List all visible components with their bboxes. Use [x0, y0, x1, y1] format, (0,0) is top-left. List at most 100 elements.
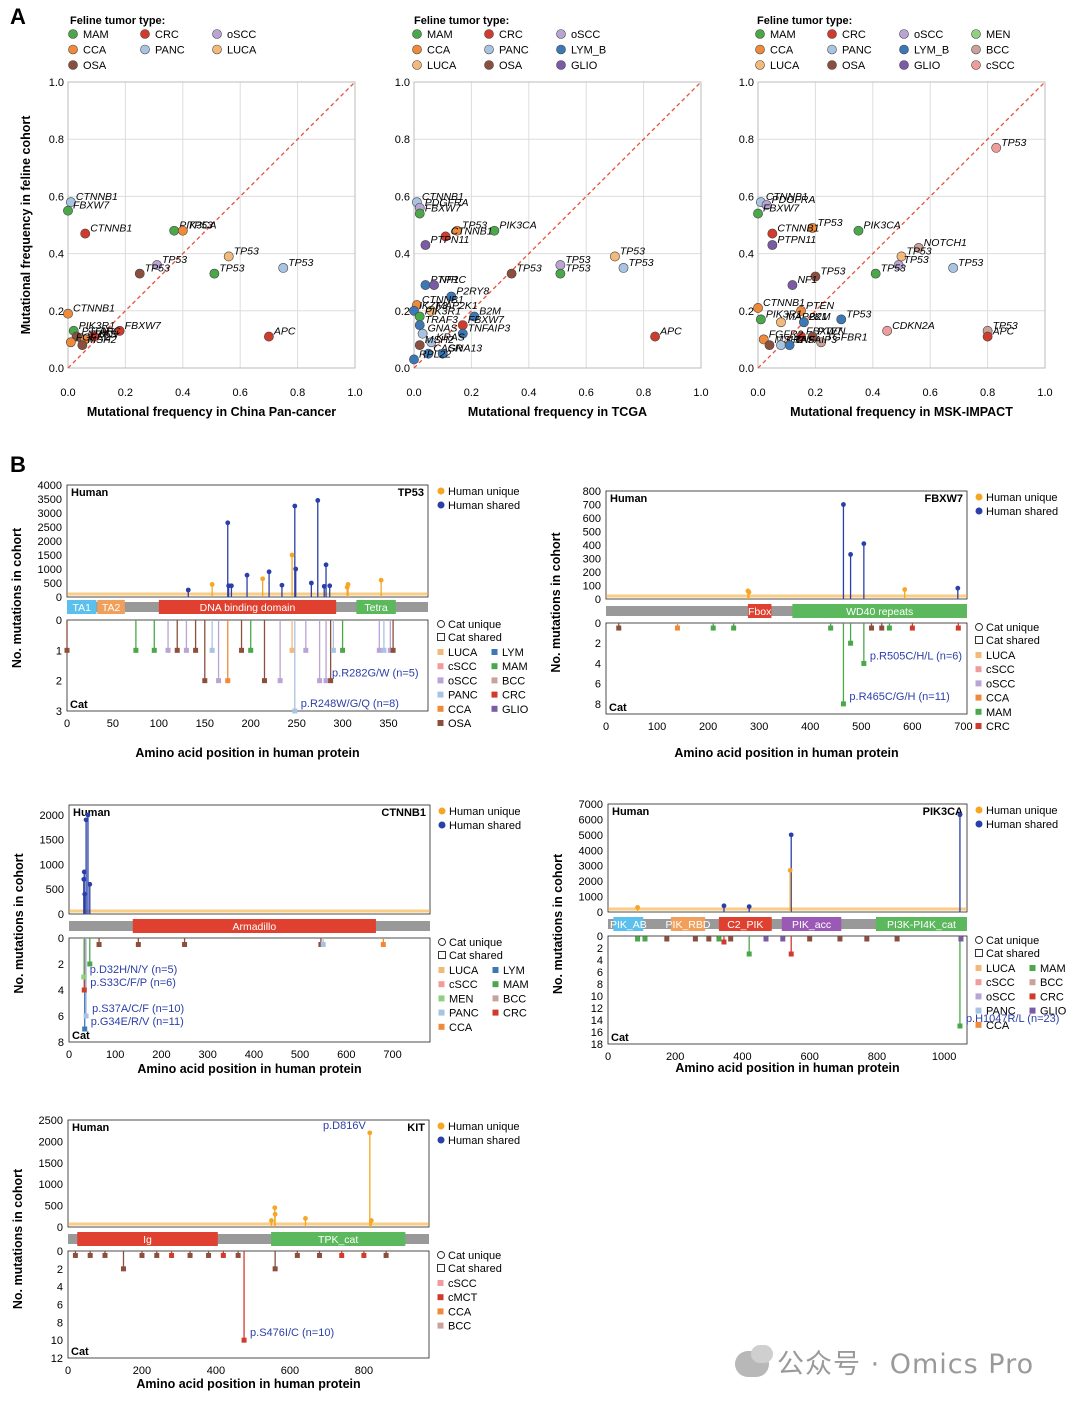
- data-point: [420, 240, 431, 250]
- point-label: TNFAIP3: [795, 334, 838, 346]
- human-head: [83, 817, 89, 823]
- legend-type-label: MAM: [502, 661, 528, 673]
- cat-head: [174, 647, 180, 653]
- human-y-tick: 2000: [39, 1136, 63, 1148]
- y-axis-title: No. mutations in cohort: [11, 1168, 25, 1309]
- domain-label: Ig: [143, 1234, 152, 1246]
- human-y-tick: 1000: [39, 1179, 63, 1191]
- point-label: MSH2: [87, 334, 116, 346]
- legend-marker: [68, 44, 78, 55]
- point-label: RPL22: [419, 348, 451, 360]
- human-head: [185, 587, 191, 593]
- cat-head: [202, 678, 208, 684]
- legend-label: CCA: [770, 45, 794, 57]
- legend-marker-type: [491, 649, 498, 655]
- point-label: TP53: [907, 245, 932, 257]
- x-tick-label: 0.8: [980, 387, 995, 399]
- x-tick-label: 200: [152, 1049, 170, 1061]
- cat-peak-label: p.R248W/G/Q (n=8): [301, 698, 399, 710]
- cat-head: [87, 961, 93, 967]
- legend-marker-cat-shared: [437, 1264, 445, 1272]
- x-tick-label: 0.8: [290, 387, 305, 399]
- cat-y-tick: 4: [595, 658, 601, 670]
- legend-marker-type: [975, 965, 982, 971]
- point-label: MSH2: [425, 334, 454, 346]
- cat-head: [320, 942, 326, 947]
- cat-label: Cat: [70, 699, 88, 711]
- data-point: [506, 268, 517, 279]
- x-tick-label: 50: [107, 718, 119, 730]
- data-point: [437, 348, 448, 359]
- legend-type-label: LUCA: [449, 965, 479, 977]
- point-label: FBXW7: [73, 200, 110, 212]
- legend-marker-type: [438, 995, 445, 1002]
- cat-head: [81, 987, 87, 993]
- legend-type-label: PANC: [449, 1008, 479, 1020]
- legend-type-label: BCC: [502, 675, 525, 687]
- legend-human-shared: Human shared: [448, 500, 520, 512]
- x-tick-label: 0: [64, 718, 70, 730]
- x-tick-label: 350: [379, 718, 397, 730]
- point-label: PIK3CA: [179, 220, 216, 232]
- legend-marker-type: [1029, 993, 1036, 1000]
- human-label: Human: [610, 493, 648, 505]
- cat-head: [261, 678, 267, 684]
- legend-type-label: cSCC: [986, 977, 1015, 989]
- human-label: Human: [72, 1122, 110, 1134]
- data-point: [423, 348, 434, 359]
- cat-head: [692, 936, 698, 942]
- domain-label: PI3K-PI4K_cat: [887, 919, 956, 931]
- cat-head: [339, 1252, 345, 1258]
- legend-marker-type: [975, 993, 982, 1000]
- legend-marker-type: [437, 649, 444, 655]
- cat-head: [64, 647, 70, 653]
- legend-marker-type: [437, 705, 444, 712]
- point-label: FGFR2: [76, 331, 111, 343]
- x-tick-label: 400: [733, 1051, 751, 1063]
- human-peak-label: p.D816V: [323, 1120, 366, 1132]
- human-head: [272, 1205, 278, 1211]
- legend-title: Feline tumor type:: [414, 15, 509, 27]
- data-point: [209, 268, 220, 279]
- human-head: [344, 584, 350, 590]
- point-label: NOTCH1: [924, 237, 967, 249]
- cat-head: [169, 1252, 175, 1258]
- human-y-tick: 3000: [38, 508, 62, 520]
- data-point: [753, 303, 763, 313]
- legend-type-label: GLIO: [502, 704, 529, 716]
- protein-domain: [670, 917, 706, 931]
- x-tick-label: 100: [648, 721, 666, 733]
- legend-marker-human-shared: [437, 1136, 445, 1144]
- legend-marker: [971, 29, 981, 39]
- legend-marker-type: [438, 1023, 445, 1030]
- cat-head: [340, 647, 346, 653]
- human-head: [746, 589, 752, 595]
- data-point: [263, 331, 274, 342]
- point-label: PIK3R1: [79, 320, 115, 332]
- cat-head: [728, 936, 734, 942]
- legend-marker-type: [437, 1294, 444, 1301]
- point-label: TP53: [993, 320, 1018, 332]
- x-tick-label: 0: [66, 1049, 72, 1061]
- human-label: Human: [612, 806, 650, 818]
- x-tick-label: 0: [605, 1051, 611, 1063]
- human-y-tick: 800: [583, 486, 601, 498]
- cat-head: [82, 1026, 88, 1032]
- data-point: [807, 331, 818, 342]
- cat-y-tick: 2: [595, 638, 601, 650]
- legend-label: LYM_B: [914, 45, 949, 57]
- x-tick-label: 0.2: [808, 387, 823, 399]
- x-tick-label: 0.0: [406, 387, 421, 399]
- cat-y-tick: 1: [56, 645, 62, 657]
- cat-head: [886, 625, 892, 631]
- legend-marker-type: [437, 691, 444, 698]
- human-y-tick: 400: [583, 540, 601, 552]
- point-label: TP53: [288, 257, 313, 269]
- y-tick-label: 0.0: [739, 363, 754, 375]
- data-point: [776, 340, 786, 351]
- x-tick-label: 300: [750, 721, 768, 733]
- x-tick-label: 300: [198, 1049, 216, 1061]
- data-point: [796, 331, 806, 342]
- point-label: TP53: [188, 220, 213, 232]
- point-label: PTEN: [818, 326, 846, 338]
